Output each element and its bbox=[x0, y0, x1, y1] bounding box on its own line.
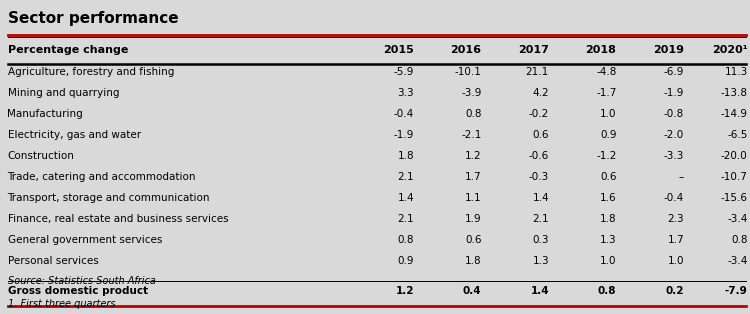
Text: 1.1: 1.1 bbox=[465, 193, 482, 203]
Text: -3.4: -3.4 bbox=[728, 256, 748, 266]
Text: -3.3: -3.3 bbox=[664, 151, 684, 161]
Text: 2016: 2016 bbox=[451, 45, 482, 55]
Text: 2.1: 2.1 bbox=[398, 214, 414, 224]
Text: -1.9: -1.9 bbox=[664, 88, 684, 98]
Text: -1.7: -1.7 bbox=[596, 88, 616, 98]
Text: 2018: 2018 bbox=[586, 45, 616, 55]
Text: –: – bbox=[679, 172, 684, 182]
Text: 0.3: 0.3 bbox=[532, 235, 549, 245]
Text: 0.8: 0.8 bbox=[731, 235, 748, 245]
Text: 2020¹: 2020¹ bbox=[712, 45, 748, 55]
Text: 0.6: 0.6 bbox=[600, 172, 616, 182]
Text: Manufacturing: Manufacturing bbox=[8, 109, 83, 119]
Text: 1.2: 1.2 bbox=[395, 286, 414, 296]
Text: -7.9: -7.9 bbox=[725, 286, 748, 296]
Text: -0.6: -0.6 bbox=[529, 151, 549, 161]
Text: 2015: 2015 bbox=[383, 45, 414, 55]
Text: 1.8: 1.8 bbox=[398, 151, 414, 161]
Text: -1.9: -1.9 bbox=[394, 130, 414, 140]
Text: 0.8: 0.8 bbox=[598, 286, 616, 296]
Text: Percentage change: Percentage change bbox=[8, 45, 128, 55]
Text: 2017: 2017 bbox=[518, 45, 549, 55]
Text: 0.2: 0.2 bbox=[665, 286, 684, 296]
Text: -0.2: -0.2 bbox=[529, 109, 549, 119]
Text: Transport, storage and communication: Transport, storage and communication bbox=[8, 193, 210, 203]
Text: 2.3: 2.3 bbox=[668, 214, 684, 224]
Text: -5.9: -5.9 bbox=[394, 67, 414, 77]
Text: 0.9: 0.9 bbox=[600, 130, 616, 140]
Text: 0.8: 0.8 bbox=[398, 235, 414, 245]
Text: -6.5: -6.5 bbox=[728, 130, 748, 140]
Text: 3.3: 3.3 bbox=[398, 88, 414, 98]
Text: Personal services: Personal services bbox=[8, 256, 98, 266]
Text: 2019: 2019 bbox=[653, 45, 684, 55]
Text: -4.8: -4.8 bbox=[596, 67, 616, 77]
Text: 1.3: 1.3 bbox=[600, 235, 616, 245]
Text: -2.1: -2.1 bbox=[461, 130, 482, 140]
Text: -0.4: -0.4 bbox=[394, 109, 414, 119]
Text: 1.0: 1.0 bbox=[668, 256, 684, 266]
Text: -6.9: -6.9 bbox=[664, 67, 684, 77]
Text: -0.4: -0.4 bbox=[664, 193, 684, 203]
Text: 1.0: 1.0 bbox=[600, 256, 616, 266]
Text: -3.4: -3.4 bbox=[728, 214, 748, 224]
Text: -14.9: -14.9 bbox=[721, 109, 748, 119]
Text: Trade, catering and accommodation: Trade, catering and accommodation bbox=[8, 172, 196, 182]
Text: 0.9: 0.9 bbox=[398, 256, 414, 266]
Text: Mining and quarrying: Mining and quarrying bbox=[8, 88, 119, 98]
Text: Construction: Construction bbox=[8, 151, 74, 161]
Text: 1. First three quarters: 1. First three quarters bbox=[8, 299, 115, 309]
Text: 2.1: 2.1 bbox=[398, 172, 414, 182]
Text: -2.0: -2.0 bbox=[664, 130, 684, 140]
Text: 0.6: 0.6 bbox=[532, 130, 549, 140]
Text: 1.4: 1.4 bbox=[398, 193, 414, 203]
Text: 1.9: 1.9 bbox=[465, 214, 482, 224]
Text: 1.4: 1.4 bbox=[530, 286, 549, 296]
Text: 1.8: 1.8 bbox=[600, 214, 616, 224]
Text: 1.8: 1.8 bbox=[465, 256, 482, 266]
Text: 1.2: 1.2 bbox=[465, 151, 482, 161]
Text: 1.7: 1.7 bbox=[668, 235, 684, 245]
Text: -13.8: -13.8 bbox=[721, 88, 748, 98]
Text: 0.4: 0.4 bbox=[463, 286, 482, 296]
Text: 0.6: 0.6 bbox=[465, 235, 482, 245]
Text: 2.1: 2.1 bbox=[532, 214, 549, 224]
Text: 1.6: 1.6 bbox=[600, 193, 616, 203]
Text: 1.4: 1.4 bbox=[532, 193, 549, 203]
Text: -3.9: -3.9 bbox=[461, 88, 482, 98]
Text: Finance, real estate and business services: Finance, real estate and business servic… bbox=[8, 214, 228, 224]
Text: Source: Statistics South Africa: Source: Statistics South Africa bbox=[8, 276, 155, 286]
Text: -20.0: -20.0 bbox=[721, 151, 748, 161]
Text: -0.8: -0.8 bbox=[664, 109, 684, 119]
Text: 1.3: 1.3 bbox=[532, 256, 549, 266]
Text: 4.2: 4.2 bbox=[532, 88, 549, 98]
Text: 1.7: 1.7 bbox=[465, 172, 482, 182]
Text: General government services: General government services bbox=[8, 235, 162, 245]
Text: -15.6: -15.6 bbox=[721, 193, 748, 203]
Text: 21.1: 21.1 bbox=[526, 67, 549, 77]
Text: Electricity, gas and water: Electricity, gas and water bbox=[8, 130, 141, 140]
Text: 1.0: 1.0 bbox=[600, 109, 616, 119]
Text: 0.8: 0.8 bbox=[465, 109, 482, 119]
Text: Gross domestic product: Gross domestic product bbox=[8, 286, 148, 296]
Text: -10.1: -10.1 bbox=[454, 67, 482, 77]
Text: 11.3: 11.3 bbox=[724, 67, 748, 77]
Text: Agriculture, forestry and fishing: Agriculture, forestry and fishing bbox=[8, 67, 174, 77]
Text: -1.2: -1.2 bbox=[596, 151, 616, 161]
Text: Sector performance: Sector performance bbox=[8, 11, 178, 26]
Text: -0.3: -0.3 bbox=[529, 172, 549, 182]
Text: -10.7: -10.7 bbox=[721, 172, 748, 182]
